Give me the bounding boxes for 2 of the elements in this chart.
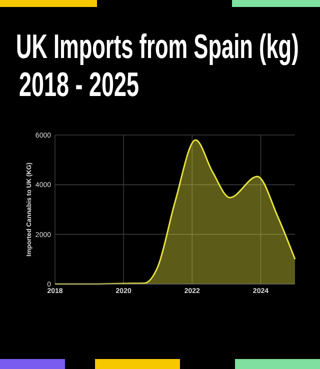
chart-subtitle: 2018 - 2025 (19, 66, 139, 104)
chart-title: UK Imports from Spain (kg) (16, 28, 299, 66)
